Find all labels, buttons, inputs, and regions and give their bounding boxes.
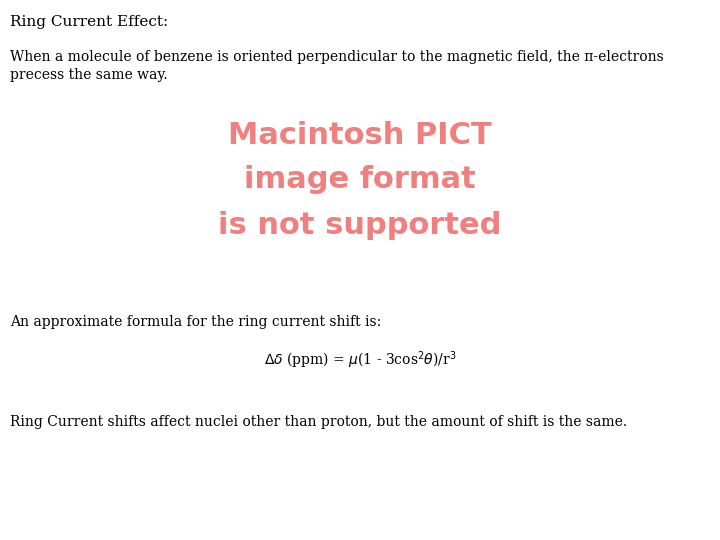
Text: image format: image format bbox=[244, 165, 476, 194]
Text: $\Delta\delta$ (ppm) = $\mu$(1 - 3cos$^{2}\theta$)/r$^{3}$: $\Delta\delta$ (ppm) = $\mu$(1 - 3cos$^{… bbox=[264, 349, 456, 371]
Text: An approximate formula for the ring current shift is:: An approximate formula for the ring curr… bbox=[10, 315, 382, 329]
Text: Ring Current shifts affect nuclei other than proton, but the amount of shift is : Ring Current shifts affect nuclei other … bbox=[10, 415, 627, 429]
Text: Ring Current Effect:: Ring Current Effect: bbox=[10, 15, 168, 29]
Text: is not supported: is not supported bbox=[218, 211, 502, 240]
Text: Macintosh PICT: Macintosh PICT bbox=[228, 120, 492, 150]
Text: When a molecule of benzene is oriented perpendicular to the magnetic field, the : When a molecule of benzene is oriented p… bbox=[10, 50, 664, 83]
